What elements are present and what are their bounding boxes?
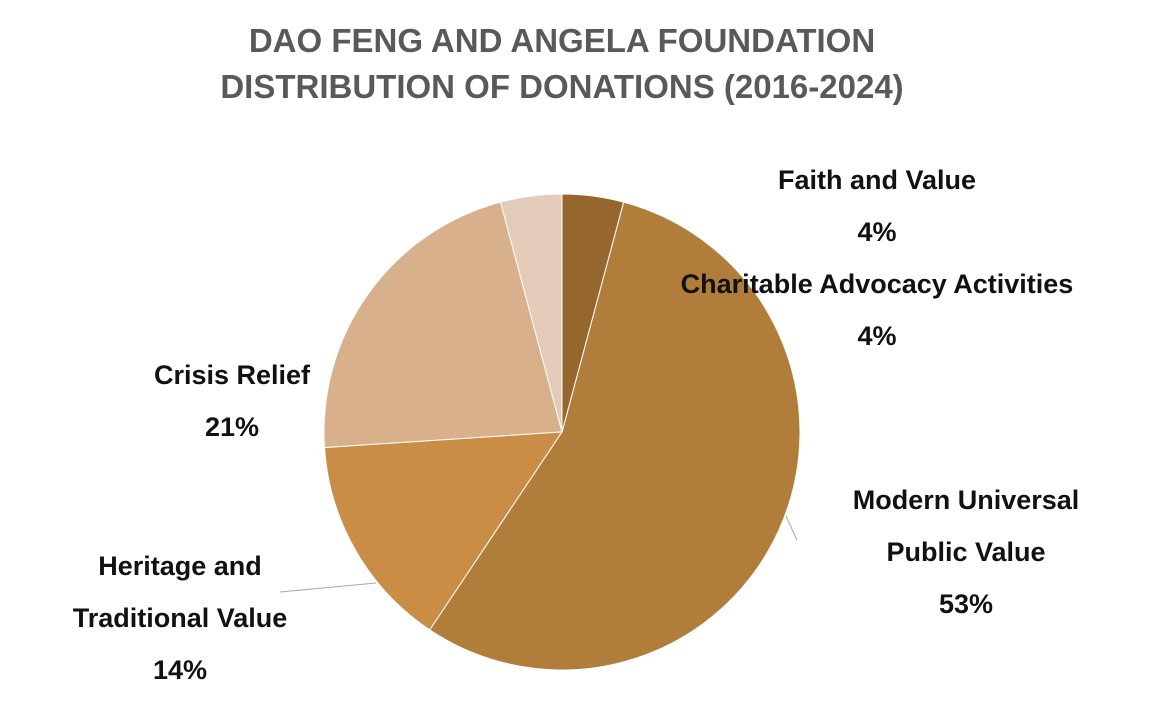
category-label: Charitable Advocacy Activities: [680, 269, 1074, 299]
chart-subtitle: DISTRIBUTION OF DONATIONS (2016-2024): [220, 68, 904, 105]
leader-line: [785, 515, 798, 541]
slice-label: Charitable Advocacy Activities 4%: [617, 258, 1137, 362]
category-label: Modern Universal Public Value: [852, 485, 1080, 567]
value-label: 21%: [204, 412, 260, 442]
category-label: Crisis Relief: [153, 360, 311, 390]
value-label: 4%: [857, 217, 897, 247]
slice-label: Modern Universal Public Value 53%: [821, 474, 1111, 630]
chart-title: DAO FENG AND ANGELA FOUNDATION: [248, 22, 876, 59]
pie-slice: [561, 193, 625, 433]
slice-label: Heritage and Traditional Value 14%: [30, 540, 330, 696]
pie-slice: [323, 431, 563, 631]
pie-slice: [429, 201, 801, 671]
slice-label: Crisis Relief 21%: [102, 349, 362, 453]
value-label: 14%: [152, 655, 208, 685]
value-label: 53%: [938, 589, 994, 619]
pie-slice: [323, 201, 563, 449]
category-label: Heritage and Traditional Value: [72, 551, 288, 633]
category-label: Faith and Value: [777, 165, 977, 195]
slice-label: Faith and Value 4%: [677, 154, 1077, 258]
leader-line: [279, 582, 377, 593]
value-label: 4%: [857, 321, 897, 351]
